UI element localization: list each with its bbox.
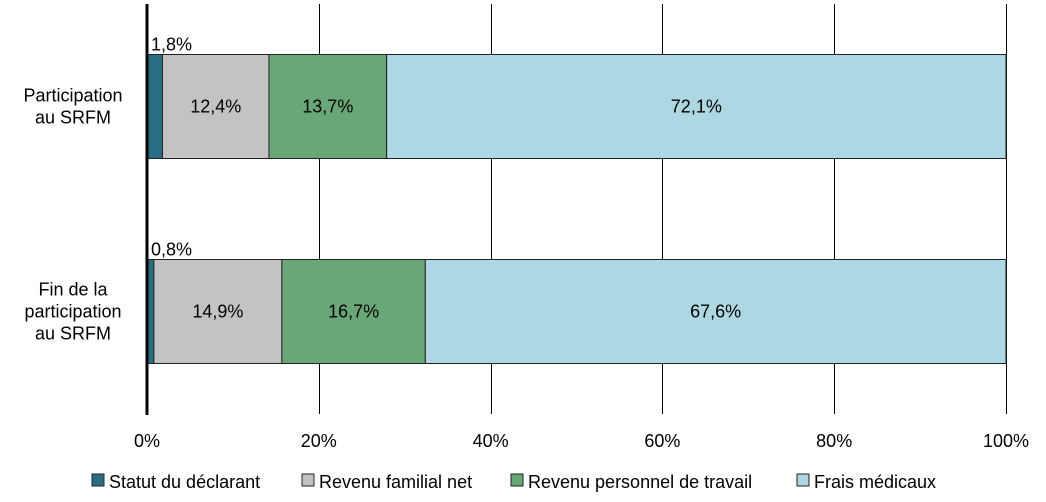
bar-segment-0-2 — [268, 54, 388, 159]
legend-swatch-0 — [91, 473, 105, 487]
data-label-0-3: 72,1% — [671, 97, 722, 117]
legend: Statut du déclarant Revenu familial net Re… — [91, 472, 936, 492]
x-tick-label-100: 100% — [983, 431, 1029, 451]
data-label-0-0: 1,8% — [151, 35, 192, 55]
bar-segment-1-3 — [424, 259, 1007, 364]
legend-label-1: Revenu familial net — [319, 472, 472, 492]
category-label-line: au SRFM — [35, 324, 111, 344]
category-label-line: Participation — [23, 86, 122, 106]
bar-segment-0-0 — [146, 54, 163, 159]
x-tick-label-20: 20% — [301, 431, 337, 451]
legend-swatch-3 — [796, 473, 810, 487]
data-label-1-1: 14,9% — [192, 302, 243, 322]
data-label-1-2: 16,7% — [328, 302, 379, 322]
category-label-0: Participation au SRFM — [23, 86, 122, 128]
data-label-0-1: 12,4% — [190, 97, 241, 117]
category-label-line: Fin de la — [38, 280, 108, 300]
data-label-1-3: 67,6% — [690, 302, 741, 322]
category-label-1: Fin de la participation au SRFM — [24, 280, 121, 344]
legend-swatch-1 — [301, 473, 315, 487]
x-tick-label-40: 40% — [473, 431, 509, 451]
category-label-line: participation — [24, 302, 121, 322]
legend-label-0: Statut du déclarant — [109, 472, 260, 492]
bar-segment-0-1 — [161, 54, 270, 159]
category-label-line: au SRFM — [35, 108, 111, 128]
bar-segment-1-1 — [153, 259, 283, 364]
bar-segment-1-2 — [281, 259, 426, 364]
x-tick-label-60: 60% — [644, 431, 680, 451]
legend-swatch-2 — [510, 473, 524, 487]
data-label-1-0: 0,8% — [151, 240, 192, 260]
x-tick-label-80: 80% — [816, 431, 852, 451]
bar-segment-0-3 — [386, 54, 1007, 159]
x-tick-label-0: 0% — [134, 431, 160, 451]
legend-label-2: Revenu personnel de travail — [528, 472, 752, 492]
legend-label-3: Frais médicaux — [814, 472, 936, 492]
data-label-0-2: 13,7% — [302, 97, 353, 117]
bars: 1,8% 12,4% 13,7% 72,1% 0,8% 14,9% 16,7% 67,6% — [146, 35, 1007, 364]
x-tick-labels: 0% 20% 40% 60% 80% 100% — [134, 431, 1029, 451]
